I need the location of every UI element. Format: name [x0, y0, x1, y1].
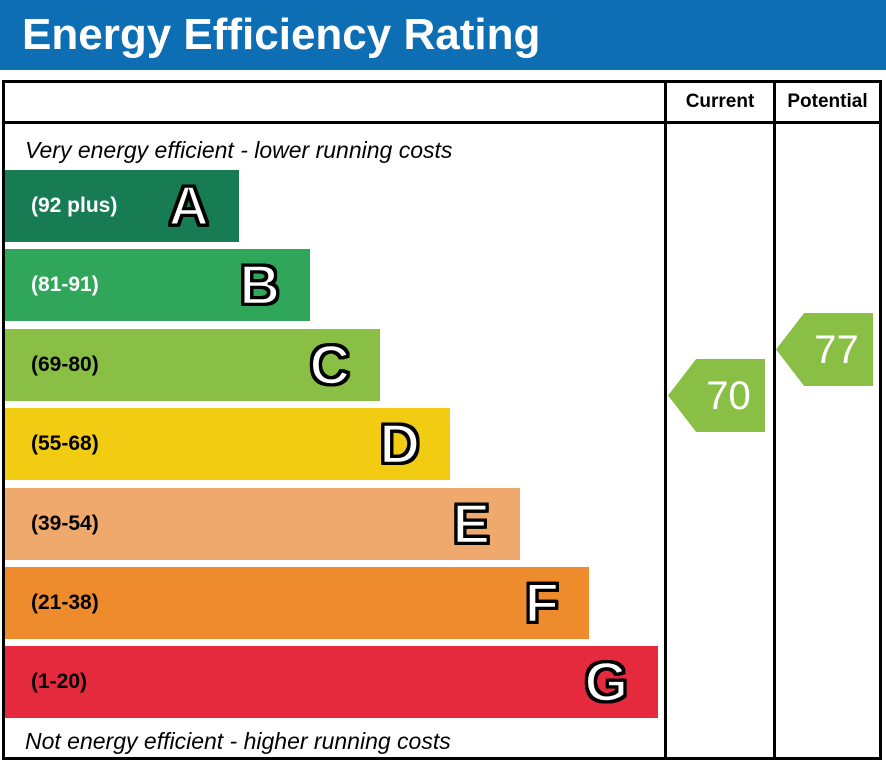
potential-column-header: Potential [773, 83, 879, 121]
bands-area: Very energy efficient - lower running co… [5, 124, 664, 757]
current-column-header: Current [664, 83, 773, 121]
current-column: 70 [664, 124, 773, 757]
band-row-d: (55-68) D [5, 408, 450, 481]
potential-column: 77 [773, 124, 879, 757]
band-row-c: (69-80) C [5, 328, 380, 401]
potential-rating-value: 77 [814, 327, 859, 372]
band-letter: G [583, 650, 629, 714]
efficiency-note-top: Very energy efficient - lower running co… [25, 137, 453, 163]
page-title: Energy Efficiency Rating [22, 10, 541, 59]
band-range-label: (1-20) [31, 670, 88, 694]
bands-list: (92 plus) A (81-91) B (69-80) C (55-68) … [5, 170, 658, 726]
band-range-label: (21-38) [31, 590, 99, 614]
band-letter: C [308, 332, 351, 396]
band-range-label: (92 plus) [31, 194, 118, 217]
band-letter: B [238, 253, 281, 317]
current-rating-value: 70 [706, 373, 751, 418]
table-body: Very energy efficient - lower running co… [5, 124, 879, 757]
band-range-label: (69-80) [31, 352, 99, 376]
band-row-g: (1-20) G [5, 646, 658, 719]
header-bar: Energy Efficiency Rating [0, 0, 886, 70]
band-letter: E [451, 491, 491, 555]
band-range-label: (55-68) [31, 432, 99, 456]
band-letter: D [378, 412, 421, 476]
current-rating-arrow: 70 [668, 359, 765, 432]
band-row-b: (81-91) B [5, 249, 310, 322]
band-row-a: (92 plus) A [5, 170, 239, 242]
band-letter: F [524, 570, 561, 634]
band-row-e: (39-54) E [5, 487, 520, 560]
band-row-f: (21-38) F [5, 566, 589, 639]
rating-table: Current Potential Very energy efficient … [2, 80, 882, 760]
efficiency-note-bottom: Not energy efficient - higher running co… [25, 728, 451, 754]
band-range-label: (81-91) [31, 273, 99, 297]
header-spacer-cell [5, 83, 664, 121]
band-range-label: (39-54) [31, 511, 99, 535]
potential-rating-arrow: 77 [776, 313, 873, 386]
band-letter: A [167, 174, 210, 237]
table-header-row: Current Potential [5, 83, 879, 124]
